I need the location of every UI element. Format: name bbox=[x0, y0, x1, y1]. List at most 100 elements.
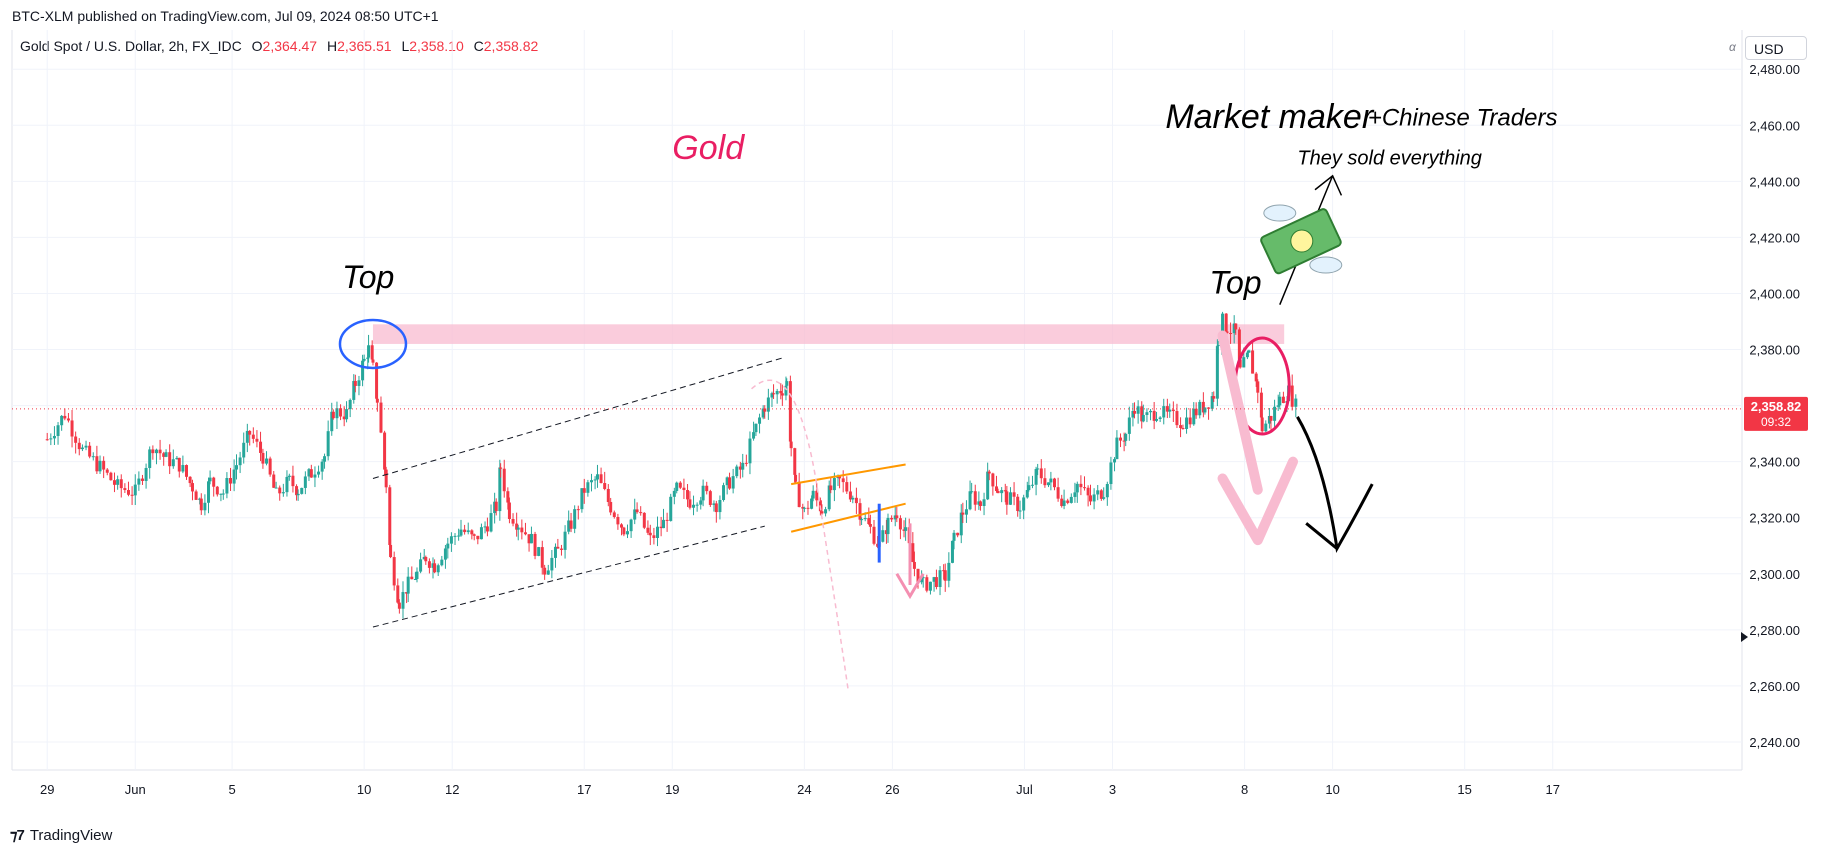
candle-body bbox=[606, 488, 610, 502]
candle-body bbox=[785, 381, 789, 386]
candle-body bbox=[656, 526, 660, 538]
candle-body bbox=[410, 576, 414, 580]
time-tick-label: 10 bbox=[1325, 782, 1339, 797]
candle-body bbox=[502, 468, 506, 492]
candle-body bbox=[203, 502, 207, 511]
time-tick-label: 17 bbox=[577, 782, 591, 797]
candle-body bbox=[672, 490, 676, 497]
symbol-legend[interactable]: Gold Spot / U.S. Dollar, 2h, FX_IDC O2,3… bbox=[20, 38, 538, 54]
candle-body bbox=[1115, 437, 1119, 460]
candle-body bbox=[1155, 419, 1159, 421]
candle-body bbox=[1008, 492, 1012, 505]
candle-body bbox=[758, 417, 762, 424]
candle-body bbox=[74, 436, 78, 443]
candle-body bbox=[45, 439, 49, 441]
candle-body bbox=[1269, 416, 1273, 421]
annotations: Gold Top Top Market maker+Chinese Traders Th… bbox=[342, 98, 1557, 300]
candle-body bbox=[60, 415, 64, 426]
candle-body bbox=[1171, 409, 1175, 412]
candle-body bbox=[1238, 359, 1242, 368]
candle-body bbox=[947, 562, 951, 581]
candle-body bbox=[942, 570, 946, 572]
candle-body bbox=[268, 458, 272, 475]
candle-body bbox=[406, 576, 410, 594]
candle-body bbox=[1216, 344, 1220, 347]
time-tick-label: 26 bbox=[885, 782, 899, 797]
candle-body bbox=[232, 469, 236, 484]
candle-body bbox=[248, 430, 252, 435]
candle-body bbox=[559, 548, 563, 550]
candle-body bbox=[1133, 410, 1137, 414]
candle-body bbox=[472, 534, 476, 536]
candle-body bbox=[1113, 459, 1117, 463]
candle-body bbox=[489, 513, 493, 532]
candle-body bbox=[148, 449, 152, 468]
candle-body bbox=[1210, 396, 1214, 409]
candle-body bbox=[550, 557, 554, 571]
currency-selector[interactable]: USD bbox=[1745, 36, 1807, 60]
candle-body bbox=[802, 507, 806, 509]
candle-body bbox=[1127, 417, 1131, 434]
candle-body bbox=[1278, 396, 1282, 406]
time-tick-label: 29 bbox=[40, 782, 54, 797]
symbol-title[interactable]: Gold Spot / U.S. Dollar, 2h, FX_IDC bbox=[20, 38, 242, 54]
candle-body bbox=[1052, 478, 1056, 488]
log-scale-toggle[interactable]: α bbox=[1729, 40, 1736, 54]
candle-body bbox=[296, 493, 300, 496]
candle-body bbox=[863, 518, 867, 520]
candle-body bbox=[1152, 410, 1156, 421]
low-label: L bbox=[401, 38, 410, 54]
candle-body bbox=[449, 536, 453, 544]
candle-body bbox=[208, 477, 212, 482]
time-tick-label: 5 bbox=[228, 782, 235, 797]
candle-body bbox=[443, 548, 447, 560]
candle-body bbox=[242, 442, 246, 458]
candle-body bbox=[752, 432, 756, 439]
candle-body bbox=[688, 499, 692, 508]
candle-body bbox=[1188, 417, 1192, 425]
candle-body bbox=[964, 509, 968, 515]
candle-body bbox=[352, 380, 356, 400]
candle-body bbox=[215, 486, 219, 495]
price-tick-label: 2,380.00 bbox=[1749, 343, 1800, 358]
candle-body bbox=[511, 518, 515, 524]
open-label: O bbox=[251, 38, 263, 54]
candle-body bbox=[620, 524, 624, 528]
candle-body bbox=[580, 488, 584, 510]
publisher-line: BTC-XLM published on TradingView.com, Ju… bbox=[12, 8, 439, 24]
last-price-label: 2,358.82 bbox=[1751, 399, 1802, 414]
price-tick-label: 2,440.00 bbox=[1749, 174, 1800, 189]
candle-body bbox=[761, 408, 765, 418]
time-tick-label: 3 bbox=[1109, 782, 1116, 797]
candle-body bbox=[379, 402, 383, 433]
grid-lines bbox=[11, 30, 1743, 771]
candle-body bbox=[446, 543, 450, 549]
candle-body bbox=[895, 515, 899, 519]
candle-body bbox=[1069, 496, 1073, 503]
candle-body bbox=[648, 532, 652, 536]
countdown-label: 09:32 bbox=[1761, 415, 1791, 429]
candle-body bbox=[744, 462, 748, 464]
candle-body bbox=[589, 480, 593, 483]
candle-body bbox=[105, 469, 109, 473]
candle-body bbox=[1016, 496, 1020, 512]
candle-body bbox=[1181, 427, 1185, 429]
candle-body bbox=[801, 507, 805, 509]
candle-body bbox=[793, 448, 797, 475]
candle-body bbox=[207, 481, 211, 503]
candle-body bbox=[1158, 417, 1162, 420]
candle-body bbox=[507, 502, 511, 519]
last-price-box bbox=[1744, 396, 1808, 431]
time-axis[interactable]: 29 Jun 5 10 12 17 19 24 26 Jul 3 8 10 15 17 bbox=[40, 782, 1560, 797]
footer-brand[interactable]: ⁊7 TradingView bbox=[10, 826, 112, 845]
candle-body bbox=[1221, 313, 1225, 332]
top-left-circle bbox=[338, 318, 408, 370]
candle-body bbox=[1259, 392, 1263, 418]
candle-body bbox=[459, 529, 463, 536]
candle-body bbox=[1267, 416, 1271, 424]
candle-body bbox=[331, 411, 335, 419]
candle-body bbox=[188, 476, 192, 484]
price-tick-label: 2,340.00 bbox=[1749, 455, 1800, 470]
candle-body bbox=[599, 474, 603, 484]
